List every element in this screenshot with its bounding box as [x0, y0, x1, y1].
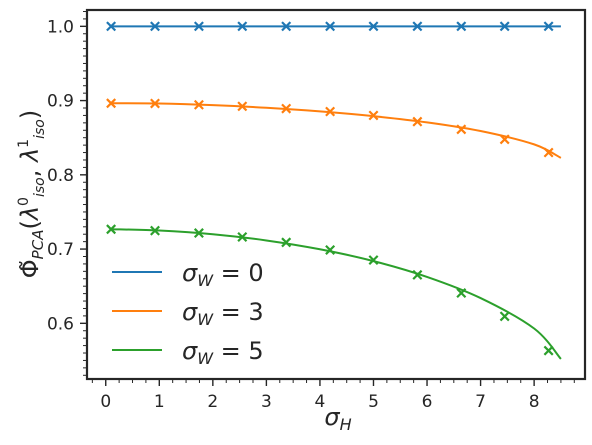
series-0 — [106, 21, 561, 32]
y-tick-label: 1.0 — [47, 17, 74, 37]
x-tick-label: 2 — [207, 392, 218, 412]
data-point-0-3 — [237, 21, 248, 32]
legend-item-2: σW = 5 — [112, 337, 264, 368]
data-point-2-10 — [543, 345, 554, 356]
y-tick-label: 0.7 — [47, 240, 74, 260]
data-point-2-6 — [368, 255, 379, 266]
data-point-0-9 — [499, 21, 510, 32]
y-tick-label: 0.9 — [47, 92, 74, 112]
x-tick-label: 1 — [154, 392, 165, 412]
data-point-0-10 — [543, 21, 554, 32]
x-tick-label: 5 — [368, 392, 379, 412]
data-point-1-7 — [412, 116, 423, 127]
labels-layer: 0.6 0.7 0.8 0.9 1.0 0 1 2 3 4 5 6 7 8 σH Φ̃PCA(λ0iso, λ… — [16, 17, 540, 434]
series-layer — [106, 21, 562, 360]
data-point-1-0 — [106, 98, 117, 109]
data-point-1-3 — [237, 101, 248, 112]
data-point-2-5 — [325, 244, 336, 255]
data-point-1-8 — [456, 124, 467, 135]
series-line-1 — [111, 102, 562, 159]
axes-layer — [80, 8, 587, 386]
data-point-0-8 — [456, 21, 467, 32]
data-point-1-2 — [193, 99, 204, 110]
x-tick-label: 3 — [261, 392, 272, 412]
data-point-1-10 — [543, 147, 554, 158]
data-point-2-0 — [106, 224, 117, 235]
x-tick-label: 0 — [100, 392, 111, 412]
x-tick-label: 7 — [475, 392, 486, 412]
data-point-2-3 — [237, 231, 248, 242]
legend-label-2: σW = 5 — [182, 337, 264, 368]
data-point-0-2 — [193, 21, 204, 32]
legend-label-0: σW = 0 — [182, 259, 264, 290]
legend-item-0: σW = 0 — [112, 259, 264, 290]
data-point-1-4 — [281, 103, 292, 114]
data-point-2-2 — [193, 228, 204, 239]
data-point-2-1 — [150, 225, 160, 236]
series-line-2 — [111, 228, 562, 360]
data-point-0-4 — [281, 21, 292, 32]
y-axis-label: Φ̃PCA(λ0iso, λ1iso) — [16, 110, 48, 278]
series-2 — [106, 224, 562, 360]
plot-frame — [85, 8, 587, 381]
data-point-1-1 — [150, 98, 160, 109]
legend: σW = 0 σW = 3 σW = 5 — [112, 259, 264, 368]
data-point-0-7 — [412, 21, 423, 32]
x-tick-label: 4 — [315, 392, 326, 412]
legend-label-1: σW = 3 — [182, 298, 264, 329]
x-tick-label: 8 — [529, 392, 540, 412]
data-point-2-7 — [412, 269, 423, 280]
y-tick-label: 0.8 — [47, 166, 74, 186]
data-point-2-9 — [499, 311, 510, 322]
x-tick-label: 6 — [422, 392, 433, 412]
data-point-0-5 — [325, 21, 336, 32]
data-point-0-1 — [150, 21, 160, 32]
data-point-1-9 — [499, 134, 510, 145]
data-point-0-0 — [106, 21, 117, 32]
series-1 — [106, 98, 562, 159]
data-point-2-4 — [281, 237, 292, 248]
y-tick-label: 0.6 — [47, 314, 74, 334]
data-point-0-6 — [368, 21, 379, 32]
data-point-1-5 — [325, 106, 336, 117]
data-point-2-8 — [456, 288, 467, 299]
data-point-1-6 — [368, 110, 379, 121]
legend-item-1: σW = 3 — [112, 298, 264, 329]
x-axis-label: σH — [324, 403, 351, 434]
